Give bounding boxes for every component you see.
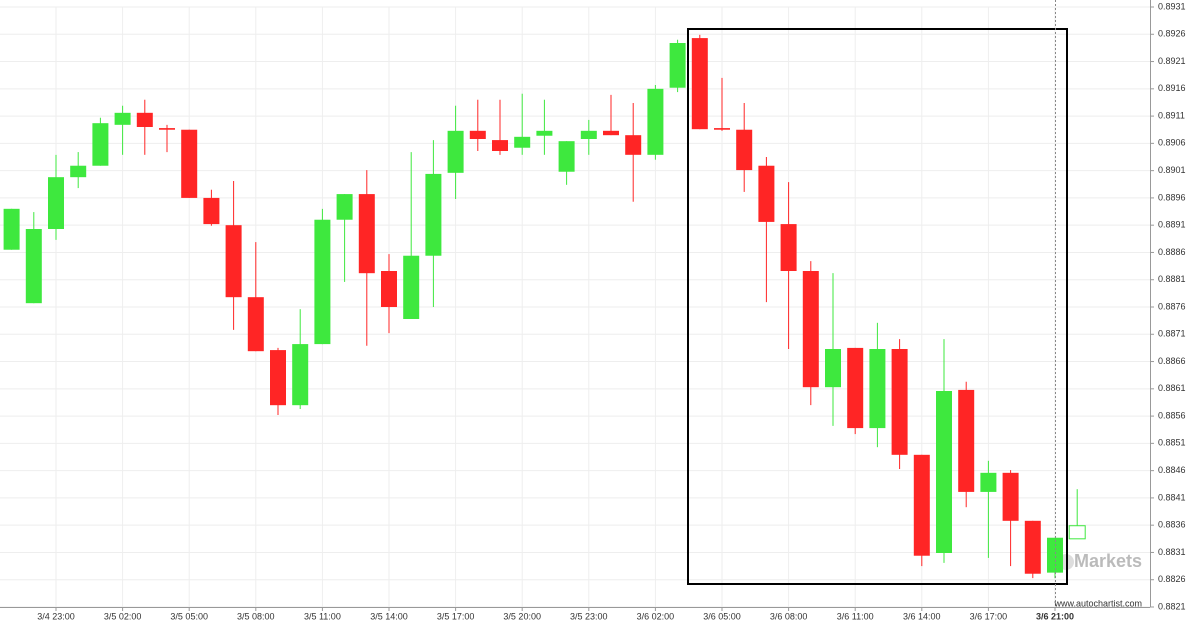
x-tick-label: 3/5 20:00 bbox=[503, 611, 541, 621]
pattern-box bbox=[687, 28, 1068, 585]
candle-body bbox=[336, 194, 353, 220]
candles bbox=[3, 34, 1086, 579]
candle-body bbox=[980, 472, 997, 492]
candle-body bbox=[514, 136, 531, 148]
candle-body bbox=[780, 224, 797, 271]
x-tick-label: 3/4 23:00 bbox=[37, 611, 75, 621]
candle-body bbox=[1068, 525, 1086, 540]
y-tick-label: 0.8876 bbox=[1158, 301, 1186, 311]
y-tick-label: 0.8841 bbox=[1158, 492, 1186, 502]
x-tick-label: 3/5 08:00 bbox=[237, 611, 275, 621]
x-tick-label: 3/6 21:00 bbox=[1036, 611, 1074, 621]
candle-body bbox=[292, 344, 309, 406]
candle-body bbox=[802, 271, 819, 388]
candle-body bbox=[469, 130, 486, 139]
x-tick-label: 3/6 08:00 bbox=[770, 611, 808, 621]
x-tick-label: 3/6 05:00 bbox=[703, 611, 741, 621]
candle-body bbox=[70, 165, 87, 178]
candle-body bbox=[92, 123, 109, 166]
y-tick-label: 0.8891 bbox=[1158, 220, 1186, 230]
y-tick-label: 0.8846 bbox=[1158, 465, 1186, 475]
x-tick-label: 3/6 17:00 bbox=[970, 611, 1008, 621]
y-tick-label: 0.8851 bbox=[1158, 438, 1186, 448]
x-tick-label: 3/6 02:00 bbox=[637, 611, 675, 621]
y-tick-label: 0.8861 bbox=[1158, 383, 1186, 393]
candle-body bbox=[736, 129, 753, 171]
candle-body bbox=[691, 38, 708, 130]
candle-body bbox=[891, 349, 908, 455]
y-tick-label: 0.8886 bbox=[1158, 247, 1186, 257]
candle-body bbox=[203, 197, 220, 225]
y-tick-label: 0.8916 bbox=[1158, 83, 1186, 93]
candle-body bbox=[270, 350, 286, 406]
x-tick-label: 3/5 05:00 bbox=[170, 611, 208, 621]
y-tick-label: 0.8926 bbox=[1158, 29, 1186, 39]
candle-body bbox=[1047, 537, 1063, 573]
source: www.autochartist.com bbox=[1053, 598, 1142, 608]
candle-body bbox=[381, 271, 397, 307]
x-tick-label: 3/6 11:00 bbox=[837, 611, 874, 621]
x-tick-label: 3/6 14:00 bbox=[903, 611, 941, 621]
y-tick-label: 0.8906 bbox=[1158, 138, 1186, 148]
candle-body bbox=[1024, 520, 1041, 574]
y-tick-label: 0.8831 bbox=[1158, 547, 1186, 557]
candle-body bbox=[425, 173, 442, 256]
candle-body bbox=[714, 128, 730, 130]
y-tick-label: 0.8866 bbox=[1158, 356, 1186, 366]
candle-body bbox=[1002, 472, 1019, 521]
x-tick-label: 3/5 02:00 bbox=[104, 611, 142, 621]
y-tick-label: 0.8896 bbox=[1158, 192, 1186, 202]
candle-body bbox=[536, 130, 553, 136]
y-tick-label: 0.8911 bbox=[1158, 110, 1185, 120]
candle-body bbox=[669, 43, 686, 88]
y-tick-label: 0.8821 bbox=[1158, 601, 1186, 611]
candle-body bbox=[758, 165, 775, 222]
candle-body bbox=[447, 130, 464, 173]
candle-body bbox=[825, 349, 841, 388]
candle-body bbox=[25, 229, 42, 304]
y-tick-label: 0.8836 bbox=[1158, 520, 1186, 530]
candle-body bbox=[114, 112, 131, 125]
candle-body bbox=[358, 194, 375, 274]
watermark: Markets bbox=[1074, 551, 1142, 571]
candle-body bbox=[603, 130, 619, 136]
x-tick-label: 3/5 14:00 bbox=[370, 611, 408, 621]
y-tick-label: 0.8921 bbox=[1158, 56, 1186, 66]
y-tick-label: 0.8901 bbox=[1158, 165, 1186, 175]
y-tick-label: 0.8881 bbox=[1158, 274, 1186, 284]
candle-body bbox=[492, 140, 508, 151]
x-tick-label: 3/5 17:00 bbox=[437, 611, 475, 621]
candle-body bbox=[159, 128, 175, 130]
candle-body bbox=[869, 349, 886, 429]
candle-body bbox=[3, 208, 20, 250]
candle-body bbox=[181, 129, 198, 198]
candle-body bbox=[847, 347, 864, 429]
candle-body bbox=[314, 219, 331, 345]
candle-body bbox=[958, 389, 975, 492]
x-tick-label: 3/5 11:00 bbox=[304, 611, 341, 621]
candle-body bbox=[48, 177, 64, 229]
y-tick-label: 0.8826 bbox=[1158, 574, 1186, 584]
candle-body bbox=[136, 112, 153, 127]
candle-body bbox=[913, 454, 930, 556]
candle-body bbox=[225, 225, 242, 298]
candle-body bbox=[936, 391, 952, 553]
candle-body bbox=[403, 255, 420, 319]
y-tick-label: 0.8856 bbox=[1158, 410, 1186, 420]
candle-body bbox=[558, 141, 575, 172]
candle-body bbox=[647, 88, 664, 155]
y-tick-label: 0.8931 bbox=[1158, 1, 1186, 11]
y-tick-label: 0.8871 bbox=[1158, 329, 1186, 339]
candle-body bbox=[625, 135, 642, 155]
candle-body bbox=[247, 297, 264, 352]
x-tick-label: 3/5 23:00 bbox=[570, 611, 608, 621]
candle-body bbox=[580, 130, 597, 139]
